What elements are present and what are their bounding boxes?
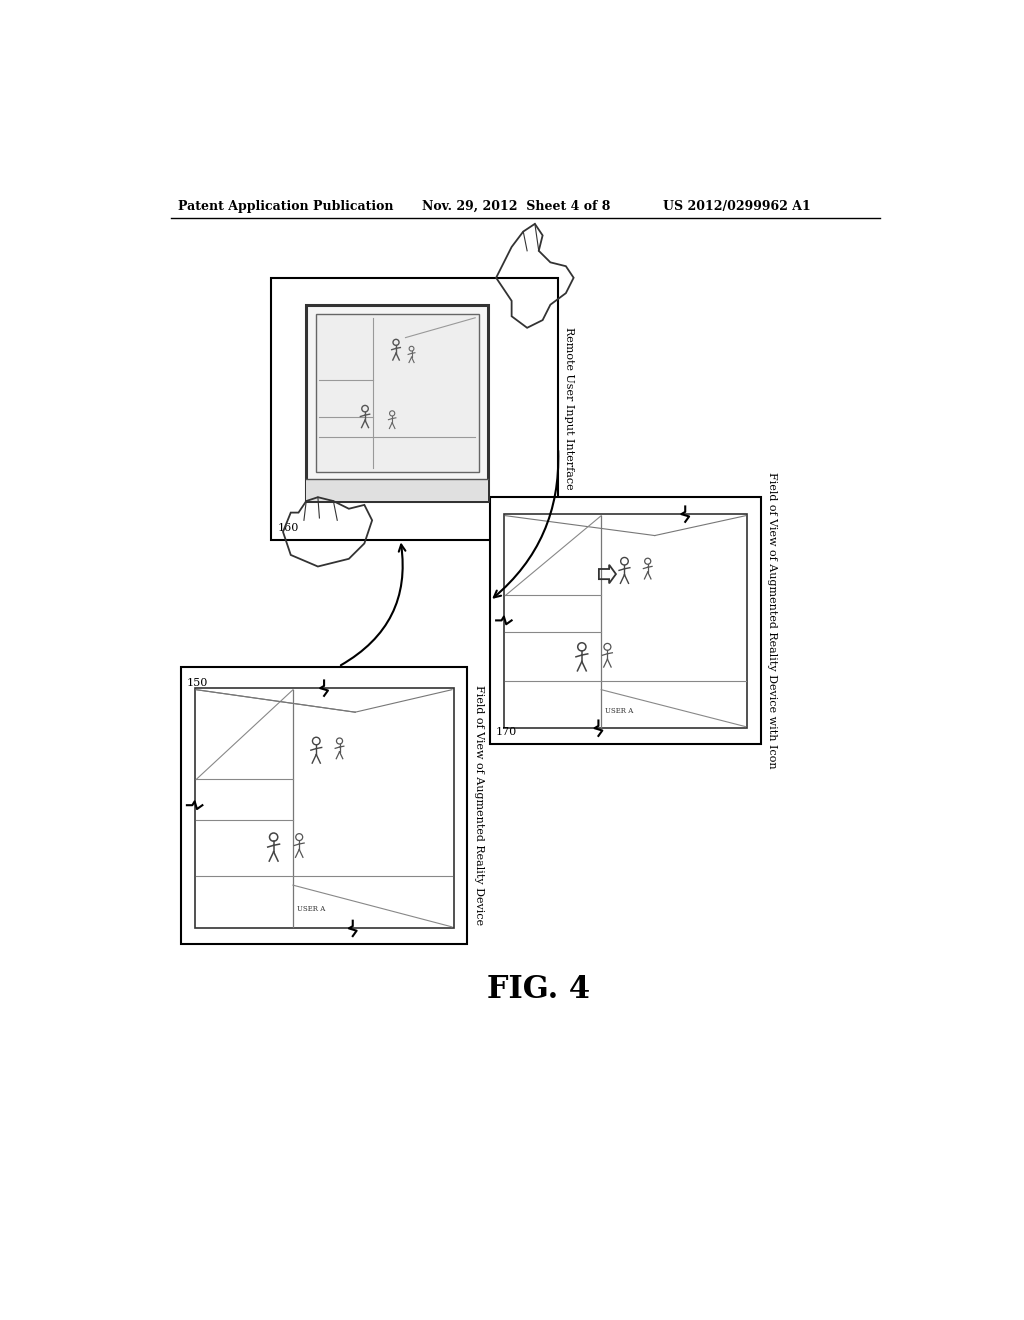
Bar bbox=[306, 305, 488, 502]
Text: Nov. 29, 2012  Sheet 4 of 8: Nov. 29, 2012 Sheet 4 of 8 bbox=[423, 199, 611, 213]
Bar bbox=[306, 479, 488, 502]
Text: FIG. 4: FIG. 4 bbox=[487, 974, 590, 1006]
Text: 160: 160 bbox=[278, 524, 299, 533]
Bar bbox=[489, 498, 761, 743]
Text: Field of View of Augmented Reality Device: Field of View of Augmented Reality Devic… bbox=[474, 685, 483, 925]
Text: Remote User Input Interface: Remote User Input Interface bbox=[564, 327, 574, 490]
Bar bbox=[180, 667, 467, 944]
Text: Patent Application Publication: Patent Application Publication bbox=[178, 199, 394, 213]
Bar bbox=[195, 688, 454, 928]
Text: Field of View of Augmented Reality Device with Icon: Field of View of Augmented Reality Devic… bbox=[767, 473, 777, 768]
FancyArrowPatch shape bbox=[341, 545, 406, 665]
Text: USER B: USER B bbox=[379, 350, 384, 372]
Bar bbox=[315, 314, 479, 471]
Text: 150: 150 bbox=[187, 678, 208, 688]
Text: US 2012/0299962 A1: US 2012/0299962 A1 bbox=[663, 199, 811, 213]
FancyArrowPatch shape bbox=[494, 450, 558, 598]
Text: 170: 170 bbox=[496, 727, 517, 738]
Bar bbox=[504, 515, 748, 729]
Bar bbox=[271, 277, 558, 540]
Text: USER A: USER A bbox=[297, 906, 326, 913]
Text: USER A: USER A bbox=[605, 708, 633, 715]
